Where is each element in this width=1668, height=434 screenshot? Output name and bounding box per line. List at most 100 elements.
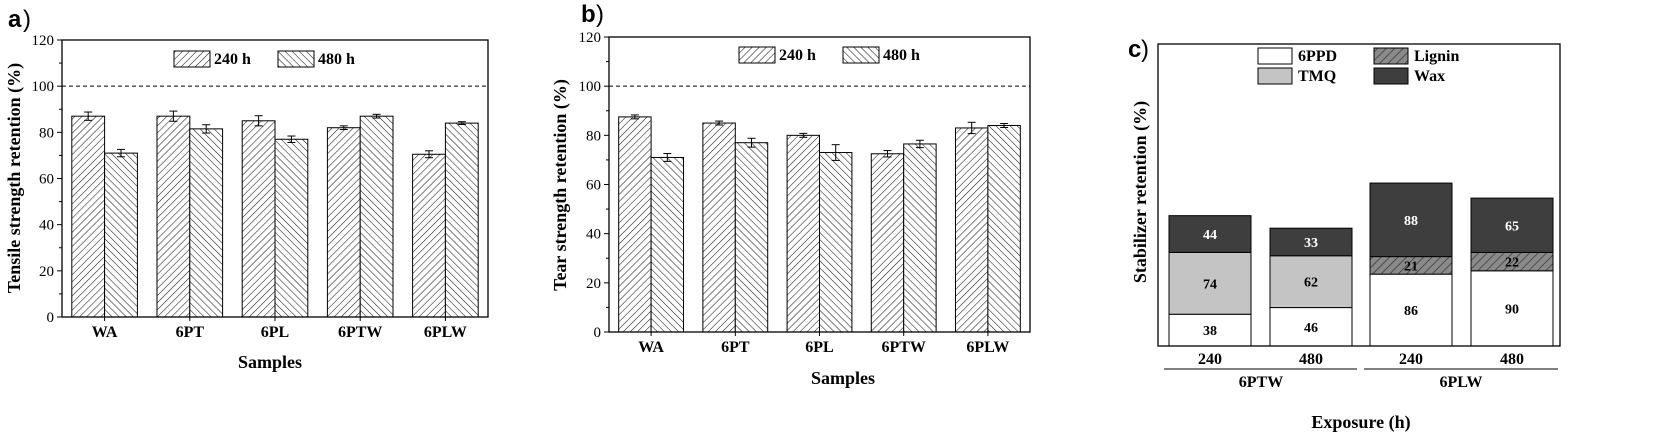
panel-b-legend: 240 h 480 h — [738, 46, 920, 64]
panel-b-plot-frame — [608, 36, 1031, 333]
panel-b-legend-label: 240 h — [779, 47, 816, 64]
panel-b-category-label: 6PT — [721, 339, 750, 356]
panel-a-bar — [189, 128, 224, 318]
panel-c-legend: 6PPD Lignin TMQ Wax — [1257, 47, 1459, 85]
panel-c-legend-label: Lignin — [1414, 48, 1459, 65]
panel-b-error-bar — [747, 137, 756, 148]
panel-c-category-label: 480 — [1299, 351, 1323, 368]
panel-c-segment-label: 46 — [1304, 321, 1318, 336]
panel-b-category-label: WA — [638, 339, 664, 356]
panel-a-bar — [412, 153, 446, 318]
panel-a-category-label: 6PL — [261, 324, 289, 341]
panel-b-y-tick-label: 0 — [594, 325, 602, 341]
panel-b-y-tick-label: 40 — [586, 227, 601, 243]
panel-c-category-label: 240 — [1198, 351, 1222, 368]
panel-a-legend-swatch — [277, 50, 315, 68]
panel-c-group-label: 6PLW — [1440, 374, 1483, 391]
panel-c-legend-swatch — [1257, 47, 1293, 65]
panel-a-y-tick-label: 40 — [39, 218, 54, 234]
panel-c-legend-label: 6PPD — [1298, 48, 1337, 65]
panel-b-y-tick-label: 120 — [579, 30, 602, 46]
panel-c-segment-label: 74 — [1203, 277, 1217, 292]
panel-a-y-tick-label: 100 — [32, 79, 55, 95]
panel-b-error-bar — [831, 144, 840, 161]
panel-b-bar — [870, 153, 905, 333]
panel-a-ylabel: Tensile strength retention (%) — [4, 63, 25, 293]
panel-b-y-tick-label: 80 — [586, 128, 601, 144]
panel-c-segment-label: 86 — [1404, 304, 1418, 319]
panel-a-error-bar — [84, 111, 93, 121]
panel-b-error-bar — [630, 114, 639, 120]
panel-c-stacked-bar: 86 21 88 — [1369, 182, 1453, 347]
panel-b-error-bar — [1000, 123, 1009, 128]
panel-b-bar — [618, 116, 652, 333]
panel-b-paren: ) — [596, 1, 604, 28]
panel-b-legend-swatch — [738, 46, 776, 64]
panel-b-bar — [786, 134, 821, 333]
panel-c-legend-swatch — [1257, 67, 1293, 85]
panel-c-segment-label: 90 — [1505, 302, 1519, 317]
panel-b-category-label: 6PTW — [881, 339, 925, 356]
panel-b-legend-label: 480 h — [883, 47, 920, 64]
panel-a-error-bar — [339, 125, 348, 131]
panel-b-error-bar — [799, 132, 808, 138]
panel-a-y-tick-label: 120 — [32, 33, 55, 49]
panel-c-segment-tmq — [1269, 255, 1353, 309]
panel-c-legend-swatch — [1373, 67, 1409, 85]
panel-c-segment-label: 44 — [1203, 228, 1217, 243]
panel-a-error-bar — [287, 135, 296, 143]
panel-b-bar — [954, 127, 989, 333]
panel-a-category-label: 6PTW — [338, 324, 382, 341]
panel-c-stabilizer-chart: c ) Stabilizer retention (%) Exposure (h… — [1128, 36, 1561, 433]
panel-a-error-bar — [424, 150, 433, 159]
panel-a-bar — [104, 152, 138, 318]
panel-c-legend-label: Wax — [1414, 68, 1445, 85]
panel-b-category-label: 6PLW — [966, 339, 1009, 356]
panel-a-error-bar — [254, 115, 263, 127]
panel-a-legend: 240 h 480 h — [173, 50, 355, 68]
panel-c-stacked-bar: 90 22 65 — [1470, 197, 1554, 347]
panel-b-bar — [650, 156, 685, 333]
panel-b-error-bar — [967, 121, 976, 135]
panel-b-legend-swatch — [842, 46, 880, 64]
panel-c-category-label: 480 — [1500, 351, 1524, 368]
panel-a-bar — [71, 115, 106, 318]
panel-a-legend-label: 240 h — [214, 51, 251, 68]
panel-a-category-label: 6PT — [176, 324, 205, 341]
panel-c-segment-label: 22 — [1505, 256, 1519, 271]
panel-c-group-label: 6PTW — [1239, 374, 1283, 391]
panel-a-xlabel: Samples — [238, 352, 302, 372]
panel-b-bar — [734, 142, 769, 333]
panel-a-category-label: 6PLW — [424, 324, 467, 341]
panel-c-stacked-bar: 38 74 44 — [1168, 215, 1252, 347]
panel-a-bar — [359, 115, 394, 318]
panel-a-error-bar — [169, 110, 178, 122]
panel-a-y-tick-label: 20 — [39, 264, 54, 280]
panel-b-tear-chart: b ) Tear strength retention (%) Samples … — [550, 1, 1031, 388]
panel-c-segment-6ppd — [1369, 273, 1453, 347]
panel-b-y-tick-label: 100 — [579, 79, 602, 95]
panel-a-letter: a — [8, 6, 22, 33]
panel-b-category-label: 6PL — [805, 339, 833, 356]
panel-c-segment-wax — [1369, 182, 1453, 258]
panel-a-error-bar — [202, 124, 211, 134]
panel-b-error-bar — [915, 139, 924, 149]
panel-c-legend-label: TMQ — [1298, 68, 1336, 85]
panel-c-ylabel: Stabilizer retention (%) — [1130, 101, 1151, 283]
panel-c-stacked-bar: 46 62 33 — [1269, 227, 1353, 347]
panel-b-y-tick-label: 20 — [586, 276, 601, 292]
panel-b-ylabel: Tear strength retention (%) — [550, 79, 571, 291]
panel-c-segment-label: 33 — [1304, 236, 1318, 251]
panel-b-error-bar — [883, 150, 892, 158]
panel-a-tensile-chart: a ) Tensile strength retention (%) Sampl… — [4, 6, 489, 372]
panel-a-error-bar — [117, 148, 126, 158]
panel-c-segment-label: 62 — [1304, 276, 1318, 291]
panel-b-bar — [702, 122, 736, 333]
panel-c-segment-tmq — [1168, 251, 1252, 315]
panel-c-category-label: 240 — [1399, 351, 1423, 368]
panel-c-segment-wax — [1269, 227, 1353, 257]
panel-a-y-tick-label: 80 — [39, 125, 54, 141]
panel-a-y-tick-label: 0 — [47, 310, 55, 326]
panel-a-bar — [241, 120, 276, 318]
